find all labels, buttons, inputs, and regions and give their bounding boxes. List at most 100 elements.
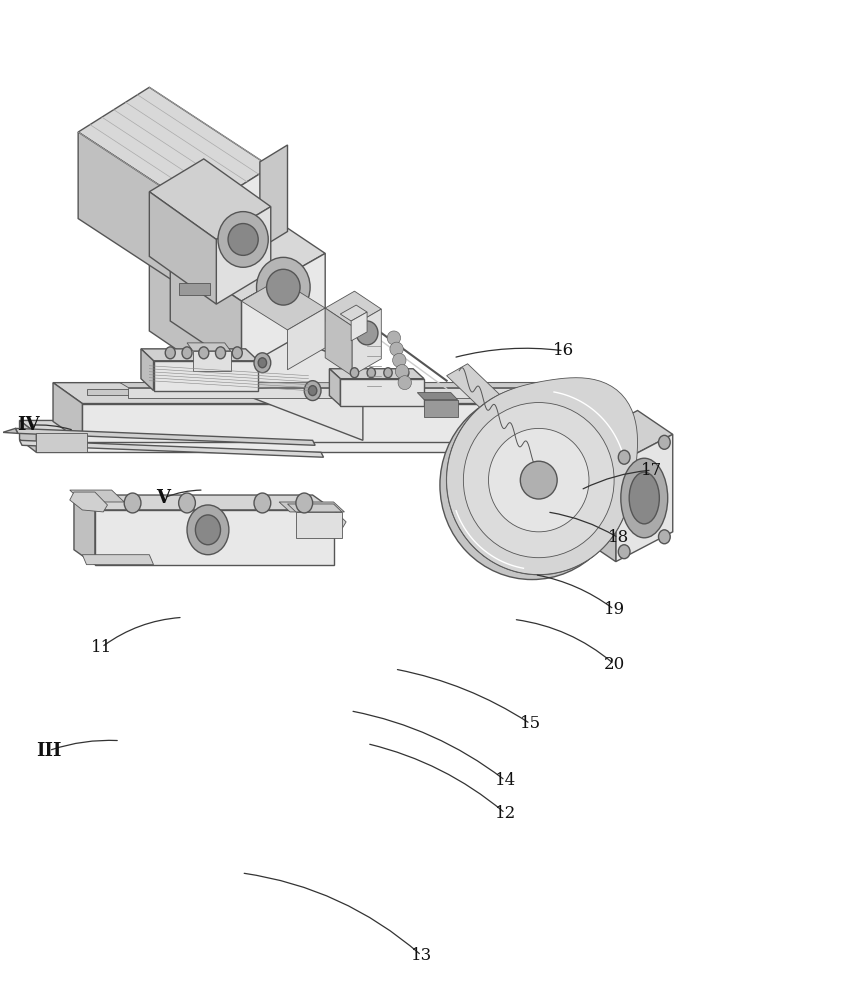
Polygon shape — [149, 256, 241, 394]
Text: 19: 19 — [604, 601, 625, 618]
Circle shape — [216, 347, 226, 359]
Polygon shape — [19, 420, 513, 433]
Circle shape — [367, 368, 375, 378]
Ellipse shape — [488, 428, 589, 532]
Polygon shape — [70, 492, 107, 512]
Ellipse shape — [228, 224, 258, 255]
Polygon shape — [83, 555, 153, 565]
Polygon shape — [447, 378, 637, 575]
Polygon shape — [53, 383, 606, 404]
Text: 15: 15 — [520, 715, 541, 732]
Ellipse shape — [464, 403, 614, 558]
Polygon shape — [193, 351, 231, 371]
Polygon shape — [187, 343, 231, 351]
Polygon shape — [78, 132, 200, 298]
Polygon shape — [303, 510, 346, 529]
Text: IV: IV — [17, 416, 39, 434]
Polygon shape — [241, 279, 325, 330]
Ellipse shape — [266, 269, 300, 305]
Polygon shape — [141, 349, 153, 391]
Text: 16: 16 — [553, 342, 574, 359]
Circle shape — [182, 347, 192, 359]
Polygon shape — [179, 283, 211, 295]
Polygon shape — [141, 349, 258, 361]
Ellipse shape — [393, 353, 406, 367]
Circle shape — [179, 493, 196, 513]
Polygon shape — [83, 404, 606, 442]
Polygon shape — [153, 361, 258, 391]
Polygon shape — [217, 207, 271, 304]
Polygon shape — [615, 434, 673, 562]
Polygon shape — [287, 308, 325, 370]
Circle shape — [196, 515, 221, 545]
Polygon shape — [241, 253, 325, 369]
Circle shape — [658, 435, 670, 449]
Circle shape — [384, 368, 392, 378]
Text: 13: 13 — [411, 947, 432, 964]
Polygon shape — [74, 495, 95, 565]
Ellipse shape — [447, 386, 631, 575]
Circle shape — [658, 530, 670, 544]
Text: V: V — [157, 489, 170, 507]
Polygon shape — [149, 256, 362, 366]
Polygon shape — [447, 364, 581, 484]
Polygon shape — [287, 504, 342, 512]
Circle shape — [165, 347, 175, 359]
Polygon shape — [87, 389, 572, 395]
Text: III: III — [36, 742, 62, 760]
Polygon shape — [120, 383, 556, 388]
Polygon shape — [330, 369, 424, 379]
Polygon shape — [128, 388, 556, 398]
Circle shape — [618, 545, 630, 559]
Circle shape — [258, 358, 266, 368]
Polygon shape — [170, 206, 325, 301]
Polygon shape — [95, 510, 334, 565]
Circle shape — [254, 493, 271, 513]
Polygon shape — [19, 440, 324, 457]
Polygon shape — [341, 305, 367, 321]
Ellipse shape — [389, 342, 403, 356]
Polygon shape — [3, 428, 18, 433]
Polygon shape — [74, 495, 334, 510]
Ellipse shape — [620, 458, 668, 538]
Polygon shape — [149, 192, 217, 304]
Polygon shape — [330, 369, 341, 406]
Polygon shape — [260, 145, 287, 248]
Polygon shape — [296, 512, 342, 538]
Circle shape — [232, 347, 242, 359]
Polygon shape — [70, 490, 124, 502]
Polygon shape — [241, 319, 362, 440]
Text: 17: 17 — [642, 462, 663, 479]
Circle shape — [351, 368, 358, 378]
Polygon shape — [53, 383, 83, 442]
Circle shape — [199, 347, 209, 359]
Circle shape — [254, 353, 271, 373]
Polygon shape — [279, 502, 345, 512]
Text: 20: 20 — [604, 656, 625, 673]
Polygon shape — [581, 440, 615, 562]
Polygon shape — [36, 433, 513, 452]
Ellipse shape — [398, 376, 411, 390]
Ellipse shape — [395, 365, 409, 378]
Polygon shape — [325, 291, 381, 326]
Circle shape — [618, 450, 630, 464]
Polygon shape — [170, 253, 241, 369]
Circle shape — [187, 505, 229, 555]
Polygon shape — [78, 87, 271, 212]
Polygon shape — [581, 410, 673, 464]
Text: 18: 18 — [608, 529, 629, 546]
Ellipse shape — [440, 391, 624, 580]
Polygon shape — [352, 309, 381, 376]
Polygon shape — [341, 379, 424, 406]
Polygon shape — [352, 312, 367, 341]
Circle shape — [124, 493, 141, 513]
Circle shape — [400, 368, 409, 378]
Polygon shape — [36, 433, 87, 452]
Ellipse shape — [218, 212, 268, 267]
Circle shape — [296, 493, 313, 513]
Ellipse shape — [387, 331, 400, 345]
Polygon shape — [15, 428, 315, 445]
Circle shape — [309, 386, 317, 396]
Text: 14: 14 — [495, 772, 516, 789]
Ellipse shape — [256, 257, 310, 317]
